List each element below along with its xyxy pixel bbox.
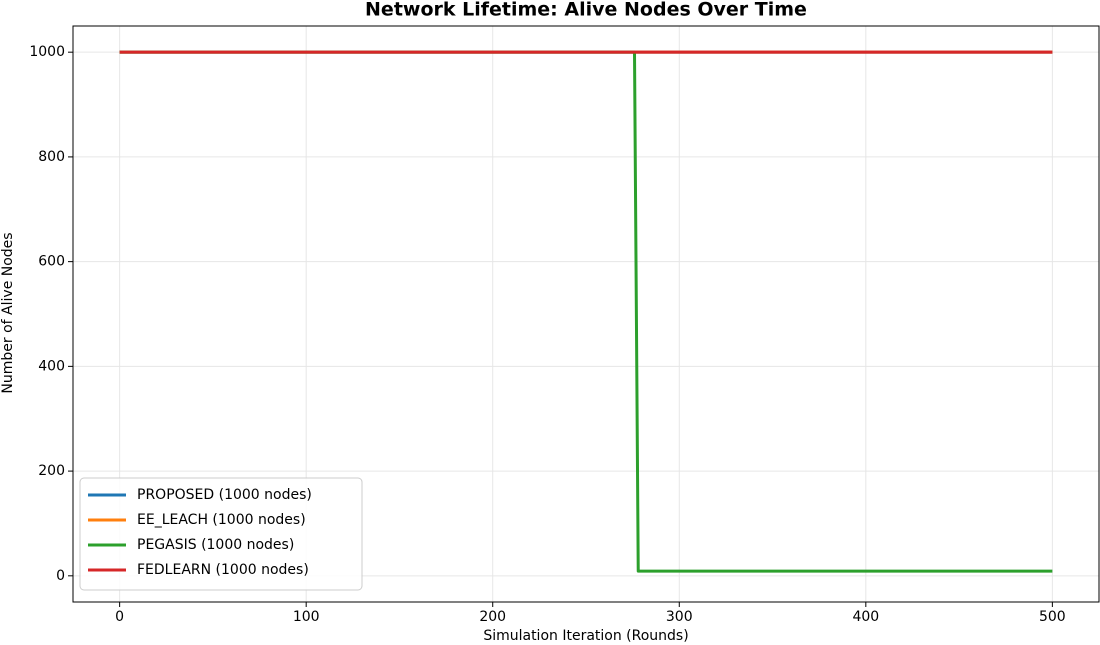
y-tick-label: 0	[56, 568, 65, 584]
x-tick-label: 0	[115, 609, 124, 625]
legend-label: EE_LEACH (1000 nodes)	[137, 512, 306, 528]
x-tick-label: 300	[666, 609, 693, 625]
y-tick-label: 800	[38, 149, 65, 165]
x-tick-label: 400	[852, 609, 879, 625]
legend-label: PEGASIS (1000 nodes)	[137, 537, 294, 553]
legend-label: FEDLEARN (1000 nodes)	[137, 562, 309, 578]
y-tick-label: 400	[38, 358, 65, 374]
y-axis-label: Number of Alive Nodes	[0, 232, 16, 393]
plot-frame	[72, 25, 1100, 603]
x-tick-label: 200	[479, 609, 506, 625]
y-tick-label: 600	[38, 254, 65, 270]
chart-title: Network Lifetime: Alive Nodes Over Time	[365, 0, 807, 21]
x-axis-label: Simulation Iteration (Rounds)	[483, 628, 688, 644]
x-tick-label: 500	[1039, 609, 1066, 625]
ticks: 0 100 200 300 400 500 0 200 400 600 800 1000	[29, 44, 1065, 625]
legend-box	[79, 477, 363, 591]
legend-label: PROPOSED (1000 nodes)	[137, 487, 312, 503]
y-tick-label: 1000	[29, 44, 65, 60]
y-tick-label: 200	[38, 463, 65, 479]
legend: PROPOSED (1000 nodes) EE_LEACH (1000 node…	[79, 477, 363, 591]
x-tick-label: 100	[293, 609, 320, 625]
lines	[119, 50, 1053, 573]
